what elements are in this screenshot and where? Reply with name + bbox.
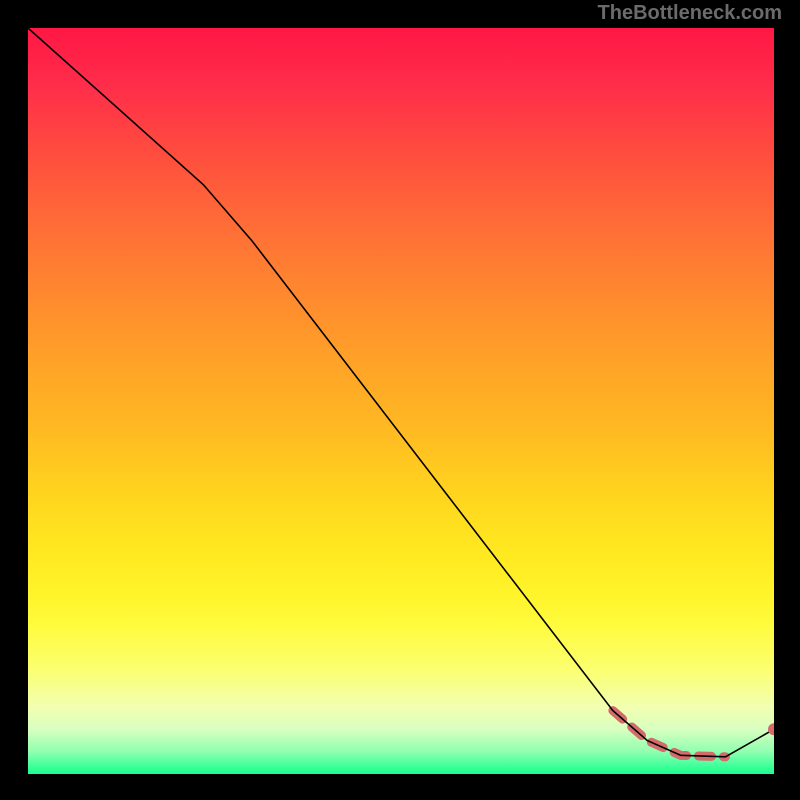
chart-overlay — [28, 28, 774, 774]
end-point-marker — [768, 723, 774, 735]
watermark-text: TheBottleneck.com — [598, 2, 782, 25]
plot-area — [28, 28, 774, 774]
chart-root: TheBottleneck.com — [0, 0, 800, 800]
main-curve-line — [28, 28, 774, 757]
